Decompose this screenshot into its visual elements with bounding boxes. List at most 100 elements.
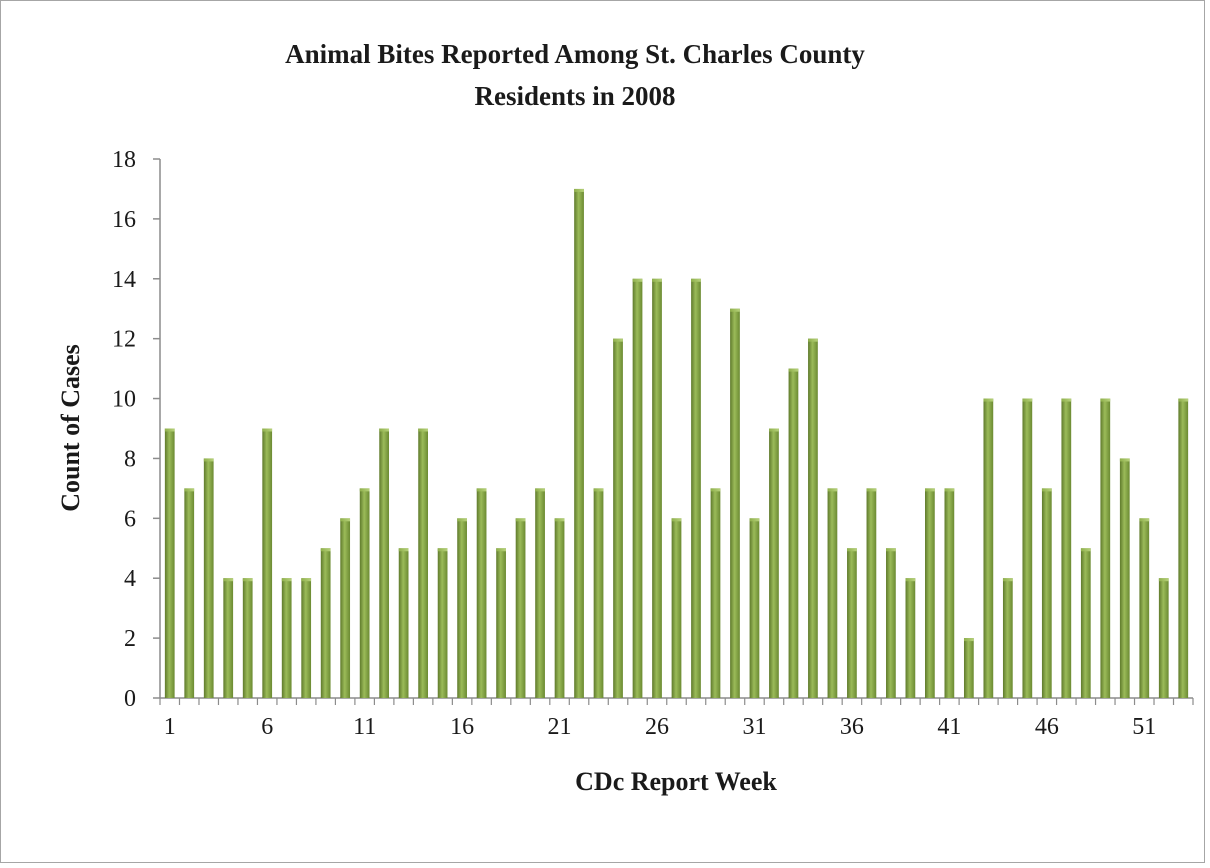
bar-top-week-41 xyxy=(944,488,955,492)
bar-week-18 xyxy=(496,548,506,698)
bar-week-44 xyxy=(1002,578,1013,698)
bar-top-week-29 xyxy=(710,488,721,492)
bar-week-26 xyxy=(652,278,662,698)
bar-week-48 xyxy=(1080,548,1091,698)
bar-week-10 xyxy=(340,518,351,698)
bar-top-week-51 xyxy=(1139,518,1150,522)
x-tick-label: 16 xyxy=(450,714,474,740)
bar-top-week-33 xyxy=(788,368,799,372)
bar-top-week-31 xyxy=(749,518,760,522)
bar-week-3 xyxy=(203,458,214,698)
bar-top-week-32 xyxy=(769,428,779,432)
bar-top-week-50 xyxy=(1119,458,1130,462)
bar-top-week-25 xyxy=(632,278,643,282)
bar-top-week-48 xyxy=(1080,548,1091,552)
x-tick-label: 41 xyxy=(937,714,961,740)
bar-week-34 xyxy=(808,338,818,698)
x-tick-label: 46 xyxy=(1035,714,1059,740)
y-tick-label: 0 xyxy=(124,686,136,712)
y-tick-label: 18 xyxy=(112,147,136,173)
bar-top-week-2 xyxy=(184,488,195,492)
x-tick-label: 26 xyxy=(645,714,669,740)
bar-top-week-52 xyxy=(1158,578,1169,582)
x-tick-label: 11 xyxy=(353,714,376,740)
y-tick-label: 14 xyxy=(112,267,136,293)
y-tick-label: 10 xyxy=(112,387,136,413)
bar-week-7 xyxy=(281,578,292,698)
bar-week-5 xyxy=(242,578,253,698)
bar-top-week-12 xyxy=(379,428,390,432)
bar-top-week-19 xyxy=(515,518,526,522)
bar-week-4 xyxy=(223,578,234,698)
bar-top-week-22 xyxy=(574,188,584,192)
bar-top-week-38 xyxy=(886,548,896,552)
bar-top-week-42 xyxy=(963,638,974,642)
bar-top-week-45 xyxy=(1022,398,1033,402)
bar-week-12 xyxy=(379,428,390,698)
bar-top-week-53 xyxy=(1178,398,1189,402)
bar-top-week-6 xyxy=(262,428,273,432)
bar-week-27 xyxy=(671,518,682,698)
bar-week-17 xyxy=(476,488,487,698)
bar-top-week-7 xyxy=(281,578,292,582)
bar-week-14 xyxy=(418,428,428,698)
bar-week-40 xyxy=(925,488,935,698)
bar-week-28 xyxy=(691,278,701,698)
x-axis-label: CDc Report Week xyxy=(575,767,777,796)
bar-week-2 xyxy=(184,488,195,698)
bar-week-31 xyxy=(749,518,760,698)
bar-week-49 xyxy=(1100,398,1111,698)
y-tick-label: 4 xyxy=(124,566,136,592)
bar-top-week-17 xyxy=(476,488,487,492)
bar-week-52 xyxy=(1158,578,1169,698)
bar-week-36 xyxy=(847,548,857,698)
bar-week-41 xyxy=(944,488,955,698)
bar-week-53 xyxy=(1178,398,1189,698)
bar-top-week-28 xyxy=(691,278,701,282)
bar-week-29 xyxy=(710,488,721,698)
bar-week-42 xyxy=(963,638,974,698)
bar-week-1 xyxy=(164,428,175,698)
bar-week-46 xyxy=(1041,488,1052,698)
bar-week-22 xyxy=(574,188,584,698)
bar-week-45 xyxy=(1022,398,1033,698)
bar-top-week-46 xyxy=(1041,488,1052,492)
y-tick-label: 8 xyxy=(124,446,136,472)
bar-top-week-13 xyxy=(398,548,409,552)
bar-top-week-36 xyxy=(847,548,857,552)
bar-week-13 xyxy=(398,548,409,698)
y-tick-label: 2 xyxy=(124,626,136,652)
chart-title-line-1: Animal Bites Reported Among St. Charles … xyxy=(285,39,865,69)
y-tick-label: 6 xyxy=(124,506,136,532)
bar-top-week-49 xyxy=(1100,398,1111,402)
bar-week-24 xyxy=(613,338,623,698)
x-tick-label: 31 xyxy=(742,714,766,740)
bar-top-week-14 xyxy=(418,428,428,432)
bar-series xyxy=(164,188,1189,698)
bar-top-week-35 xyxy=(827,488,838,492)
bar-top-week-40 xyxy=(925,488,935,492)
x-tick-label: 51 xyxy=(1132,714,1156,740)
bar-top-week-11 xyxy=(359,488,370,492)
bar-week-8 xyxy=(301,578,312,698)
x-tick-label: 6 xyxy=(261,714,273,740)
bar-week-25 xyxy=(632,278,643,698)
bar-top-week-9 xyxy=(320,548,331,552)
x-tick-label: 21 xyxy=(548,714,572,740)
bar-top-week-37 xyxy=(866,488,877,492)
bar-week-35 xyxy=(827,488,838,698)
bar-top-week-16 xyxy=(457,518,467,522)
bar-top-week-3 xyxy=(203,458,214,462)
bar-week-43 xyxy=(983,398,994,698)
bar-top-week-21 xyxy=(554,518,565,522)
bar-week-33 xyxy=(788,368,799,698)
bar-week-11 xyxy=(359,488,370,698)
bar-week-15 xyxy=(437,548,448,698)
bar-top-week-30 xyxy=(730,308,740,312)
bar-week-37 xyxy=(866,488,877,698)
bar-top-week-24 xyxy=(613,338,623,342)
bar-week-50 xyxy=(1119,458,1130,698)
bar-top-week-4 xyxy=(223,578,234,582)
bar-top-week-34 xyxy=(808,338,818,342)
